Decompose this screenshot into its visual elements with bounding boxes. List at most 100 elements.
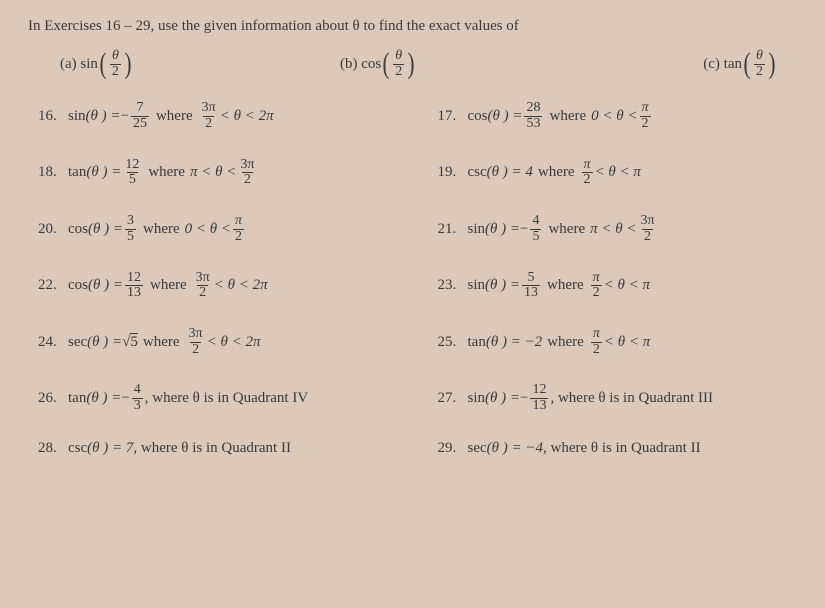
part-c: (c) tan ( θ2 ) bbox=[640, 49, 797, 79]
parts-row: (a) sin ( θ2 ) (b) cos ( θ2 ) (c) tan ( … bbox=[28, 49, 797, 79]
part-a-label: (a) bbox=[60, 56, 77, 73]
p27-frac-num: 12 bbox=[530, 383, 548, 398]
p20-hi-num: π bbox=[233, 214, 244, 229]
problem-20: 20. cos (θ ) = 35 where 0 < θ < π2 bbox=[38, 214, 398, 244]
p23-frac-den: 13 bbox=[522, 285, 540, 301]
p26-tail: , where θ is in Quadrant IV bbox=[145, 390, 308, 407]
p23-lo-den: 2 bbox=[591, 285, 602, 301]
p28-tail: , where θ is in Quadrant II bbox=[133, 440, 291, 457]
p20-frac-den: 5 bbox=[125, 229, 136, 245]
p22-num: 22. bbox=[38, 277, 62, 294]
problem-25: 25. tan (θ ) = −2 where π2 < θ < π bbox=[438, 327, 798, 357]
p22-rel: < θ < 2π bbox=[214, 277, 268, 294]
p25-fn: tan bbox=[468, 334, 486, 351]
p27-neg: − bbox=[520, 390, 528, 407]
p25-where: where bbox=[547, 334, 584, 351]
p27-arg: (θ ) = bbox=[485, 390, 520, 407]
p20-hi-den: 2 bbox=[233, 229, 244, 245]
p16-fn: sin bbox=[68, 108, 86, 125]
p26-frac-num: 4 bbox=[132, 383, 143, 398]
problem-22: 22. cos (θ ) = 1213 where 3π2 < θ < 2π bbox=[38, 271, 398, 301]
p24-lo-den: 2 bbox=[190, 342, 201, 358]
p16-rel: < θ < 2π bbox=[220, 108, 274, 125]
p26-num: 26. bbox=[38, 390, 62, 407]
problem-21: 21. sin (θ ) = − 45 where π < θ < 3π2 bbox=[438, 214, 798, 244]
p21-lo: π < θ < bbox=[590, 221, 636, 238]
part-c-num: θ bbox=[754, 49, 765, 64]
p24-num: 24. bbox=[38, 334, 62, 351]
p27-fn: sin bbox=[468, 390, 486, 407]
p17-frac-den: 53 bbox=[524, 116, 542, 132]
problem-28: 28. csc (θ ) = 7 , where θ is in Quadran… bbox=[38, 440, 398, 457]
p17-hi-den: 2 bbox=[640, 116, 651, 132]
p21-frac-num: 4 bbox=[530, 214, 541, 229]
p19-where: where bbox=[538, 164, 575, 181]
problem-18: 18. tan (θ ) = 125 where π < θ < 3π2 bbox=[38, 158, 398, 188]
problems-grid: 16. sin (θ ) = − 725 where 3π2 < θ < 2π … bbox=[28, 101, 797, 456]
p26-frac-den: 3 bbox=[132, 398, 143, 414]
p25-lo-den: 2 bbox=[591, 342, 602, 358]
p23-fn: sin bbox=[468, 277, 486, 294]
p20-arg: (θ ) = bbox=[88, 221, 123, 238]
p22-arg: (θ ) = bbox=[88, 277, 123, 294]
p17-fn: cos bbox=[468, 108, 488, 125]
p24-where: where bbox=[143, 334, 180, 351]
p20-frac-num: 3 bbox=[125, 214, 136, 229]
p18-num: 18. bbox=[38, 164, 62, 181]
p29-fn: sec bbox=[468, 440, 487, 457]
p23-lo-num: π bbox=[591, 271, 602, 286]
p22-fn: cos bbox=[68, 277, 88, 294]
p29-num: 29. bbox=[438, 440, 462, 457]
part-c-fn: tan bbox=[724, 56, 742, 73]
p21-hi-num: 3π bbox=[639, 214, 657, 229]
p18-where: where bbox=[148, 164, 185, 181]
problem-27: 27. sin (θ ) = − 1213 , where θ is in Qu… bbox=[438, 383, 798, 413]
p24-lo-num: 3π bbox=[187, 327, 205, 342]
p17-lo: 0 < θ < bbox=[591, 108, 637, 125]
p16-where: where bbox=[156, 108, 193, 125]
p20-where: where bbox=[143, 221, 180, 238]
p16-neg: − bbox=[121, 108, 129, 125]
part-c-den: 2 bbox=[754, 64, 765, 80]
p22-frac-num: 12 bbox=[125, 271, 143, 286]
problem-17: 17. cos (θ ) = 2853 where 0 < θ < π2 bbox=[438, 101, 798, 131]
p21-arg: (θ ) = bbox=[485, 221, 520, 238]
p16-lo-num: 3π bbox=[200, 101, 218, 116]
p23-arg: (θ ) = bbox=[485, 277, 520, 294]
p26-neg: − bbox=[121, 390, 129, 407]
p18-lo: π < θ < bbox=[190, 164, 236, 181]
p28-num: 28. bbox=[38, 440, 62, 457]
p16-frac-num: 7 bbox=[134, 101, 145, 116]
p19-num: 19. bbox=[438, 164, 462, 181]
p24-arg: (θ ) = bbox=[87, 334, 122, 351]
p18-frac-num: 12 bbox=[123, 158, 141, 173]
p16-arg: (θ ) = bbox=[86, 108, 121, 125]
p21-neg: − bbox=[520, 221, 528, 238]
problem-24: 24. sec (θ ) = 5 where 3π2 < θ < 2π bbox=[38, 327, 398, 357]
p25-rel: < θ < π bbox=[604, 334, 650, 351]
p18-arg: (θ ) = bbox=[86, 164, 121, 181]
p21-fn: sin bbox=[468, 221, 486, 238]
p19-rel: < θ < π bbox=[595, 164, 641, 181]
part-c-arg: ( θ2 ) bbox=[742, 49, 777, 79]
p23-rel: < θ < π bbox=[604, 277, 650, 294]
p28-fn: csc bbox=[68, 440, 87, 457]
p19-lo-den: 2 bbox=[582, 172, 593, 188]
part-b-num: θ bbox=[393, 49, 404, 64]
p27-num: 27. bbox=[438, 390, 462, 407]
p20-lo: 0 < θ < bbox=[185, 221, 231, 238]
problem-23: 23. sin (θ ) = 513 where π2 < θ < π bbox=[438, 271, 798, 301]
p25-arg: (θ ) = −2 bbox=[486, 334, 542, 351]
p23-where: where bbox=[547, 277, 584, 294]
part-b-label: (b) bbox=[340, 56, 358, 73]
problem-26: 26. tan (θ ) = − 43 , where θ is in Quad… bbox=[38, 383, 398, 413]
p20-num: 20. bbox=[38, 221, 62, 238]
p18-hi-num: 3π bbox=[238, 158, 256, 173]
p16-lo-den: 2 bbox=[203, 116, 214, 132]
p28-arg: (θ ) = 7 bbox=[87, 440, 133, 457]
part-b-den: 2 bbox=[393, 64, 404, 80]
instructions: In Exercises 16 – 29, use the given info… bbox=[28, 18, 797, 35]
p26-fn: tan bbox=[68, 390, 86, 407]
p29-tail: , where θ is in Quadrant II bbox=[543, 440, 701, 457]
p21-hi-den: 2 bbox=[642, 229, 653, 245]
